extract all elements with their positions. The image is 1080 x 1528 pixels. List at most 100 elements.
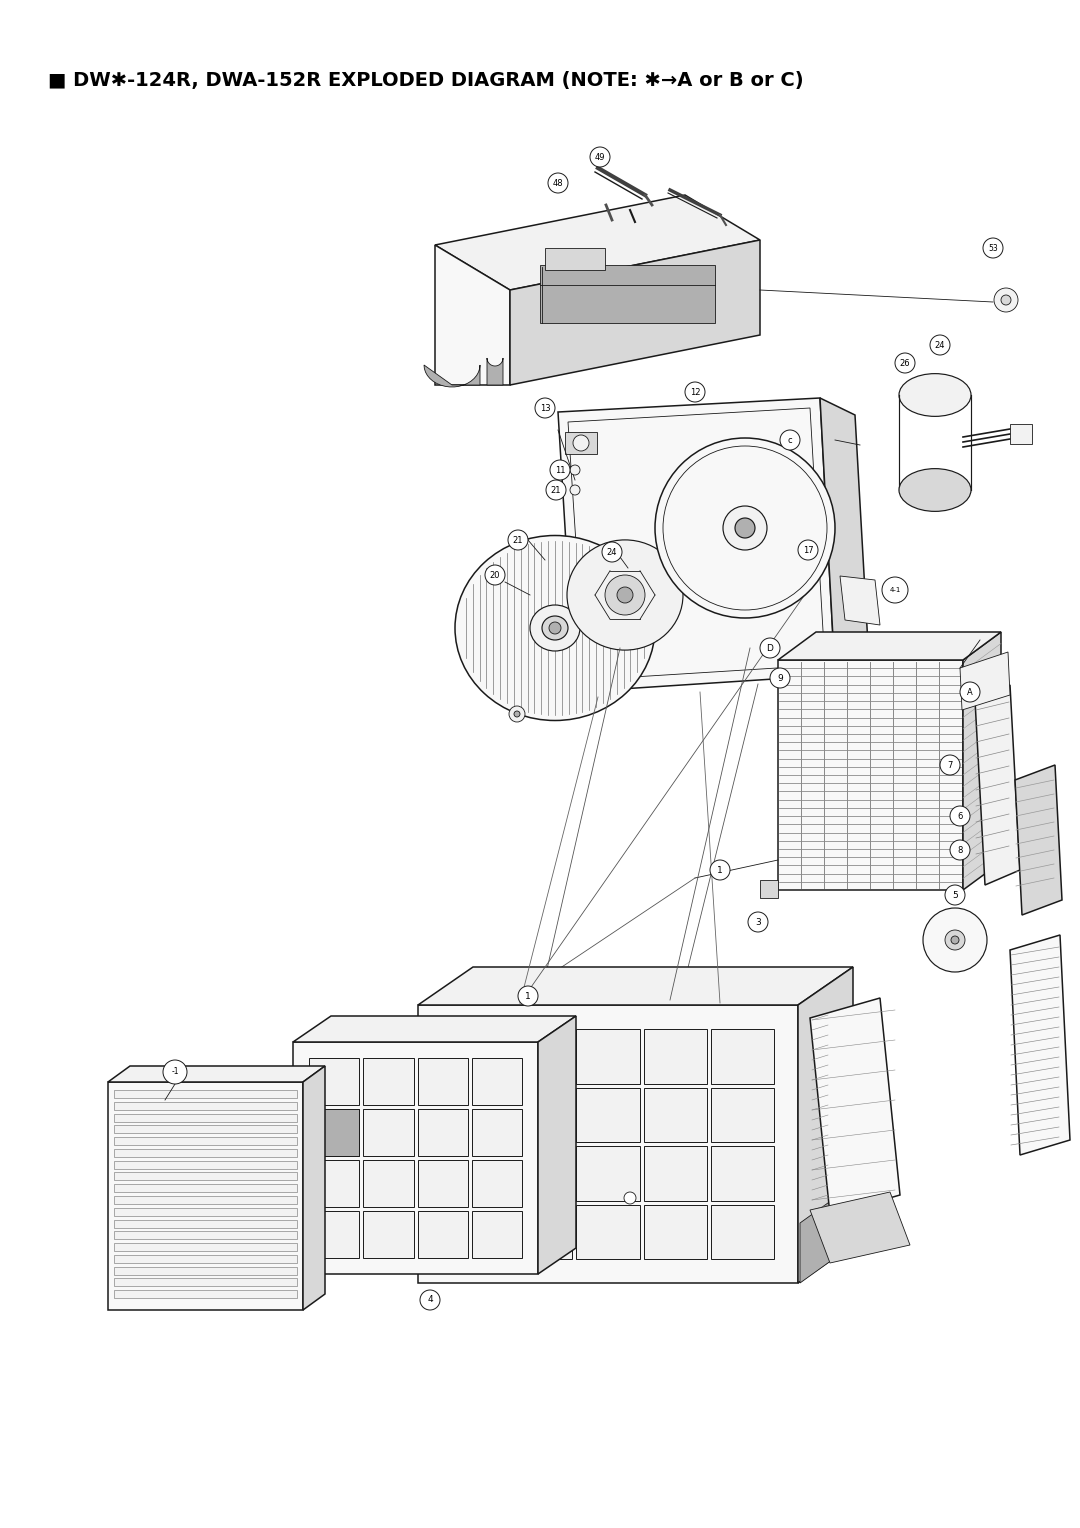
Bar: [472, 1160, 522, 1207]
Circle shape: [895, 353, 915, 373]
Circle shape: [760, 639, 780, 659]
Polygon shape: [538, 1016, 576, 1274]
Circle shape: [960, 681, 980, 701]
Polygon shape: [810, 1192, 910, 1264]
Text: 21: 21: [551, 486, 562, 495]
Circle shape: [710, 860, 730, 880]
Bar: [442, 1204, 505, 1259]
Bar: [363, 1160, 414, 1207]
Polygon shape: [778, 660, 963, 889]
Circle shape: [514, 711, 519, 717]
Polygon shape: [1010, 935, 1070, 1155]
Text: 7: 7: [947, 761, 953, 770]
Circle shape: [546, 480, 566, 500]
Circle shape: [685, 382, 705, 402]
Polygon shape: [108, 1082, 303, 1309]
Bar: [509, 1028, 572, 1083]
Bar: [565, 432, 597, 454]
Text: 3: 3: [755, 917, 761, 926]
Ellipse shape: [455, 535, 654, 721]
Polygon shape: [810, 998, 900, 1215]
Bar: [309, 1160, 360, 1207]
Circle shape: [950, 840, 970, 860]
Bar: [114, 1232, 297, 1239]
Circle shape: [485, 565, 505, 585]
Bar: [1010, 423, 1032, 445]
Circle shape: [983, 238, 1003, 258]
Circle shape: [923, 908, 987, 972]
Polygon shape: [798, 967, 853, 1284]
Circle shape: [1001, 295, 1011, 306]
Bar: [114, 1196, 297, 1204]
Bar: [545, 248, 605, 270]
Bar: [114, 1279, 297, 1287]
Bar: [114, 1244, 297, 1251]
Circle shape: [930, 335, 950, 354]
Polygon shape: [673, 536, 745, 567]
Text: 20: 20: [489, 570, 500, 579]
Polygon shape: [424, 365, 480, 387]
Text: ■ DW✱-124R, DWA-152R EXPLODED DIAGRAM (NOTE: ✱→A or B or C): ■ DW✱-124R, DWA-152R EXPLODED DIAGRAM (N…: [48, 70, 804, 90]
Circle shape: [570, 465, 580, 475]
Circle shape: [882, 578, 908, 604]
Bar: [418, 1212, 468, 1258]
Bar: [577, 1146, 639, 1201]
Text: 53: 53: [988, 243, 998, 252]
Polygon shape: [753, 529, 783, 601]
Ellipse shape: [899, 374, 971, 416]
Circle shape: [605, 575, 645, 614]
Circle shape: [570, 484, 580, 495]
Bar: [363, 1212, 414, 1258]
Ellipse shape: [542, 616, 568, 640]
Bar: [418, 1160, 468, 1207]
Bar: [442, 1028, 505, 1083]
Bar: [442, 1088, 505, 1141]
Circle shape: [945, 931, 966, 950]
Bar: [114, 1125, 297, 1134]
Polygon shape: [975, 685, 1020, 885]
Circle shape: [723, 506, 767, 550]
Polygon shape: [435, 196, 760, 290]
Ellipse shape: [899, 469, 971, 512]
Circle shape: [549, 622, 561, 634]
Bar: [114, 1267, 297, 1274]
Circle shape: [518, 986, 538, 1005]
Polygon shape: [435, 244, 510, 385]
Bar: [644, 1146, 706, 1201]
Polygon shape: [418, 1005, 798, 1284]
Bar: [114, 1219, 297, 1227]
Text: 24: 24: [935, 341, 945, 350]
Circle shape: [163, 1060, 187, 1083]
Text: 4-1: 4-1: [889, 587, 901, 593]
Circle shape: [602, 542, 622, 562]
Polygon shape: [293, 1016, 576, 1042]
Bar: [309, 1109, 360, 1157]
Text: 17: 17: [802, 545, 813, 555]
Polygon shape: [303, 1067, 325, 1309]
Bar: [309, 1212, 360, 1258]
Polygon shape: [963, 633, 1001, 889]
Bar: [472, 1212, 522, 1258]
Circle shape: [573, 435, 589, 451]
Text: 6: 6: [957, 811, 962, 821]
Bar: [509, 1088, 572, 1141]
Circle shape: [617, 587, 633, 604]
Polygon shape: [778, 633, 1001, 660]
Ellipse shape: [567, 539, 683, 649]
Bar: [711, 1028, 774, 1083]
Circle shape: [770, 668, 789, 688]
Circle shape: [994, 287, 1018, 312]
Bar: [509, 1204, 572, 1259]
Bar: [644, 1028, 706, 1083]
Bar: [418, 1109, 468, 1157]
Text: 1: 1: [525, 992, 531, 1001]
Bar: [114, 1114, 297, 1122]
Ellipse shape: [530, 605, 580, 651]
Bar: [114, 1137, 297, 1144]
Bar: [644, 1204, 706, 1259]
Bar: [711, 1088, 774, 1141]
Text: 24: 24: [607, 547, 618, 556]
Bar: [711, 1146, 774, 1201]
Polygon shape: [706, 455, 737, 529]
Circle shape: [624, 1192, 636, 1204]
